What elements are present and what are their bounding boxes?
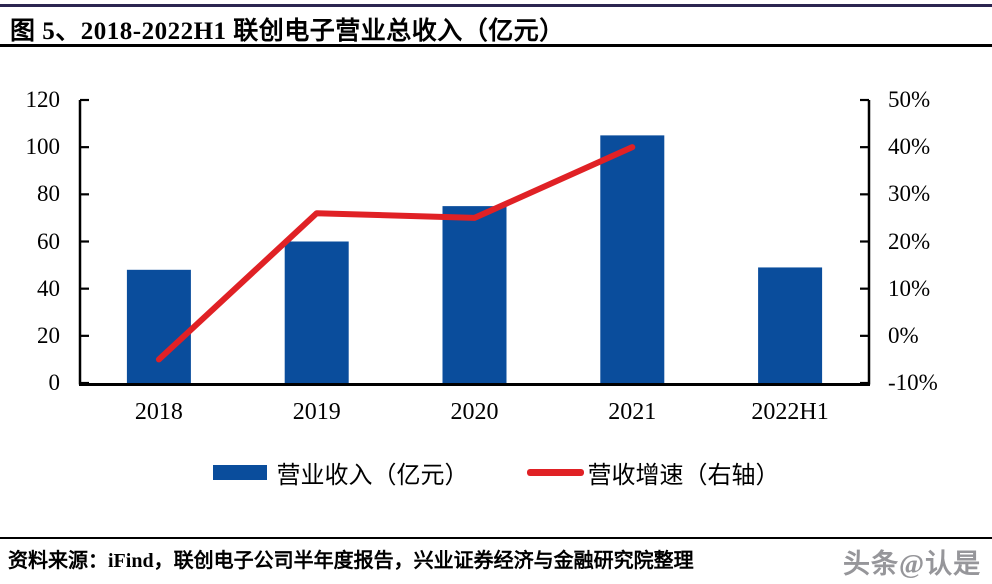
x-axis-label: 2021 (608, 399, 657, 425)
revenue-bar (442, 206, 507, 383)
revenue-bar (600, 135, 665, 383)
bar-series-swatch (212, 464, 267, 480)
right-tick-label: 20% (888, 228, 931, 254)
revenue-bar (126, 269, 191, 383)
title-divider (0, 44, 992, 47)
left-tick-label: 100 (25, 134, 61, 160)
left-tick-label: 0 (48, 370, 61, 395)
chart-legend: 营业收入（亿元） 营收增速（右轴） (0, 453, 992, 491)
x-axis-label: 2022H1 (751, 399, 829, 425)
x-axis-label: 2018 (134, 399, 183, 425)
bar-series-label: 营业收入（亿元） (276, 462, 469, 489)
source-note: 资料来源：iFind，联创电子公司半年度报告，兴业证券经济与金融研究院整理 (8, 550, 694, 572)
growth-line (155, 144, 636, 363)
line-series-swatch (526, 468, 584, 476)
revenue-bar (758, 267, 823, 383)
left-tick-label: 20 (37, 322, 60, 348)
right-tick-label: 30% (888, 181, 931, 207)
footer-divider (0, 537, 992, 539)
right-tick-label: 50% (888, 87, 931, 112)
legend-item-growth: 营收增速（右轴） (526, 455, 780, 490)
x-axis-label: 2020 (450, 399, 499, 425)
left-tick-label: 80 (37, 181, 60, 207)
right-tick-label: -10% (888, 370, 938, 395)
figure-title: 图 5、2018-2022H1 联创电子营业总收入（亿元） (10, 18, 565, 45)
legend-item-revenue: 营业收入（亿元） (212, 455, 469, 490)
right-tick-label: 10% (888, 275, 931, 301)
right-tick-label: 40% (888, 134, 931, 160)
right-tick-label: 0% (888, 322, 919, 348)
left-tick-label: 120 (25, 87, 61, 112)
line-series-label: 营收增速（右轴） (587, 462, 780, 489)
top-divider (0, 4, 992, 7)
revenue-bar (284, 241, 349, 383)
x-axis-label: 2019 (292, 399, 341, 425)
left-tick-label: 40 (37, 275, 60, 301)
watermark-text: 头条@认是 (843, 549, 982, 579)
left-tick-label: 60 (37, 228, 60, 254)
